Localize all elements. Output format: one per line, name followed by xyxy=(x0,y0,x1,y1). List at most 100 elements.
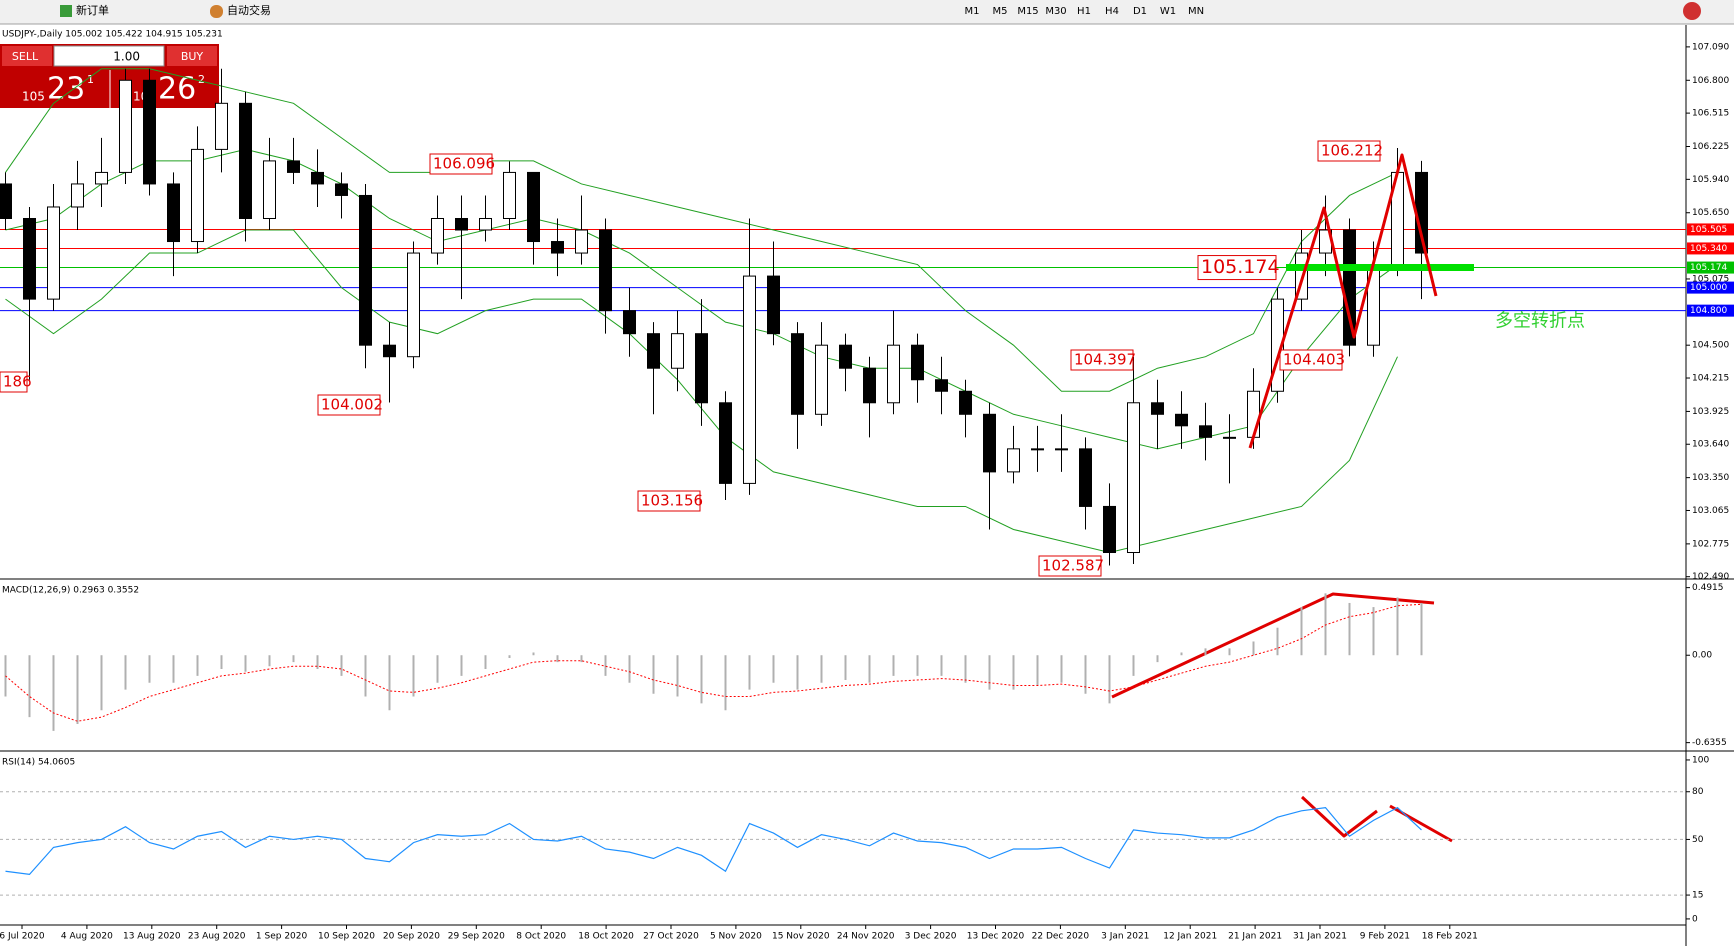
macd-bar xyxy=(844,655,847,680)
buy-button[interactable] xyxy=(167,46,217,66)
timeframe-button[interactable]: D1 xyxy=(1133,6,1147,17)
level-tag xyxy=(1687,242,1734,255)
macd-bar xyxy=(388,655,391,711)
price-main: 26 xyxy=(158,72,196,107)
y-tick-label: -0.6355 xyxy=(1692,738,1727,748)
candle-body xyxy=(935,379,948,392)
annotation-label: 106.096 xyxy=(433,155,495,173)
macd-bar xyxy=(28,655,31,718)
sell-label: SELL xyxy=(12,50,39,63)
candle-body xyxy=(599,229,612,312)
macd-bar xyxy=(556,655,559,663)
y-tick-label: 102.775 xyxy=(1692,539,1729,549)
new-order-button[interactable]: 新订单 xyxy=(76,3,109,17)
macd-bar xyxy=(796,655,799,690)
candle-body xyxy=(695,333,708,404)
x-tick-label: 27 Oct 2020 xyxy=(643,932,699,942)
candle-body xyxy=(0,183,12,219)
sell-button[interactable] xyxy=(2,46,52,66)
macd-bar xyxy=(1108,655,1111,704)
timeframe-button[interactable]: M15 xyxy=(1017,6,1038,17)
key-level-box xyxy=(1197,255,1277,281)
candle-body xyxy=(479,217,492,231)
candle-body xyxy=(791,333,804,415)
key-text: 多空转折点 xyxy=(1495,311,1585,332)
x-tick-label: 18 Oct 2020 xyxy=(578,932,634,942)
candle-body xyxy=(863,367,876,404)
y-tick-label: 0.00 xyxy=(1692,651,1712,661)
candle-body xyxy=(335,183,348,196)
macd-bar xyxy=(1252,641,1255,656)
macd-bar xyxy=(292,655,295,663)
macd-bar xyxy=(700,655,703,704)
candle-body xyxy=(383,344,396,358)
macd-bar xyxy=(1324,593,1327,656)
candle-body xyxy=(119,79,132,173)
rsi-arrow xyxy=(1300,795,1378,838)
lot-value: 1.00 xyxy=(113,50,140,64)
macd-bar xyxy=(244,655,247,672)
x-tick-label: 18 Feb 2021 xyxy=(1422,932,1478,942)
price-super: 2 xyxy=(198,73,205,86)
candle-body xyxy=(887,344,900,404)
timeframe-button[interactable]: W1 xyxy=(1160,6,1176,17)
annotation-box xyxy=(637,490,701,512)
timeframe-button[interactable]: M1 xyxy=(965,6,980,17)
candle-body xyxy=(407,252,420,358)
alert-icon[interactable] xyxy=(1683,2,1701,20)
y-tick-label: 103.640 xyxy=(1692,440,1729,450)
candle-body xyxy=(1007,448,1020,473)
annotation-label: 106.212 xyxy=(1321,142,1383,160)
candle-body xyxy=(287,160,300,173)
y-tick-label: 105.940 xyxy=(1692,175,1729,185)
x-tick-label: 4 Aug 2020 xyxy=(61,932,113,942)
candle-body xyxy=(959,390,972,415)
timeframe-button[interactable]: MN xyxy=(1188,6,1204,17)
candle-body xyxy=(215,102,228,150)
candle-body xyxy=(359,194,372,346)
candle-body xyxy=(527,171,540,243)
rsi-line xyxy=(5,806,1422,876)
macd-bar xyxy=(1132,655,1135,676)
macd-bar xyxy=(508,655,511,658)
macd-bar xyxy=(1156,655,1159,663)
candle-body xyxy=(839,344,852,369)
y-tick-label: 102.490 xyxy=(1692,572,1729,582)
lot-input[interactable] xyxy=(53,45,165,67)
candle-body xyxy=(1127,402,1140,554)
candle-body xyxy=(1151,402,1164,415)
price-super: 1 xyxy=(87,73,94,86)
auto-trade-button[interactable]: 自动交易 xyxy=(227,3,271,17)
macd-bar xyxy=(676,655,679,697)
annotation-label: 104.002 xyxy=(321,396,383,414)
candle-body xyxy=(1055,448,1068,451)
timeframe-button[interactable]: M30 xyxy=(1045,6,1066,17)
y-tick-label: 104.215 xyxy=(1692,374,1729,384)
candle-body xyxy=(1223,436,1236,439)
new-order-icon[interactable] xyxy=(60,5,72,17)
macd-bar xyxy=(1180,652,1183,656)
macd-bar xyxy=(892,655,895,676)
macd-title: MACD(12,26,9) 0.2963 0.3552 xyxy=(2,586,139,596)
macd-bar xyxy=(172,655,175,683)
candle-body xyxy=(95,171,108,185)
auto-trade-icon[interactable] xyxy=(210,5,223,18)
macd-bar xyxy=(1300,607,1303,656)
macd-bar xyxy=(100,655,103,711)
annotation-label: 103.156 xyxy=(641,492,703,510)
timeframe-button[interactable]: H1 xyxy=(1077,6,1091,17)
price-main: 23 xyxy=(47,72,85,107)
candle-body xyxy=(167,183,180,243)
macd-bar xyxy=(772,655,775,683)
y-tick-label: 106.800 xyxy=(1692,76,1729,86)
timeframe-button[interactable]: H4 xyxy=(1105,6,1119,17)
macd-bar xyxy=(724,655,727,711)
macd-bar xyxy=(412,655,415,697)
timeframe-button[interactable]: M5 xyxy=(993,6,1008,17)
x-tick-label: 13 Dec 2020 xyxy=(967,932,1025,942)
x-tick-label: 31 Jan 2021 xyxy=(1293,932,1347,942)
x-tick-label: 23 Aug 2020 xyxy=(188,932,246,942)
y-tick-label: 103.925 xyxy=(1692,407,1729,417)
rsi-title: RSI(14) 54.0605 xyxy=(2,758,75,768)
macd-bar xyxy=(580,655,583,663)
